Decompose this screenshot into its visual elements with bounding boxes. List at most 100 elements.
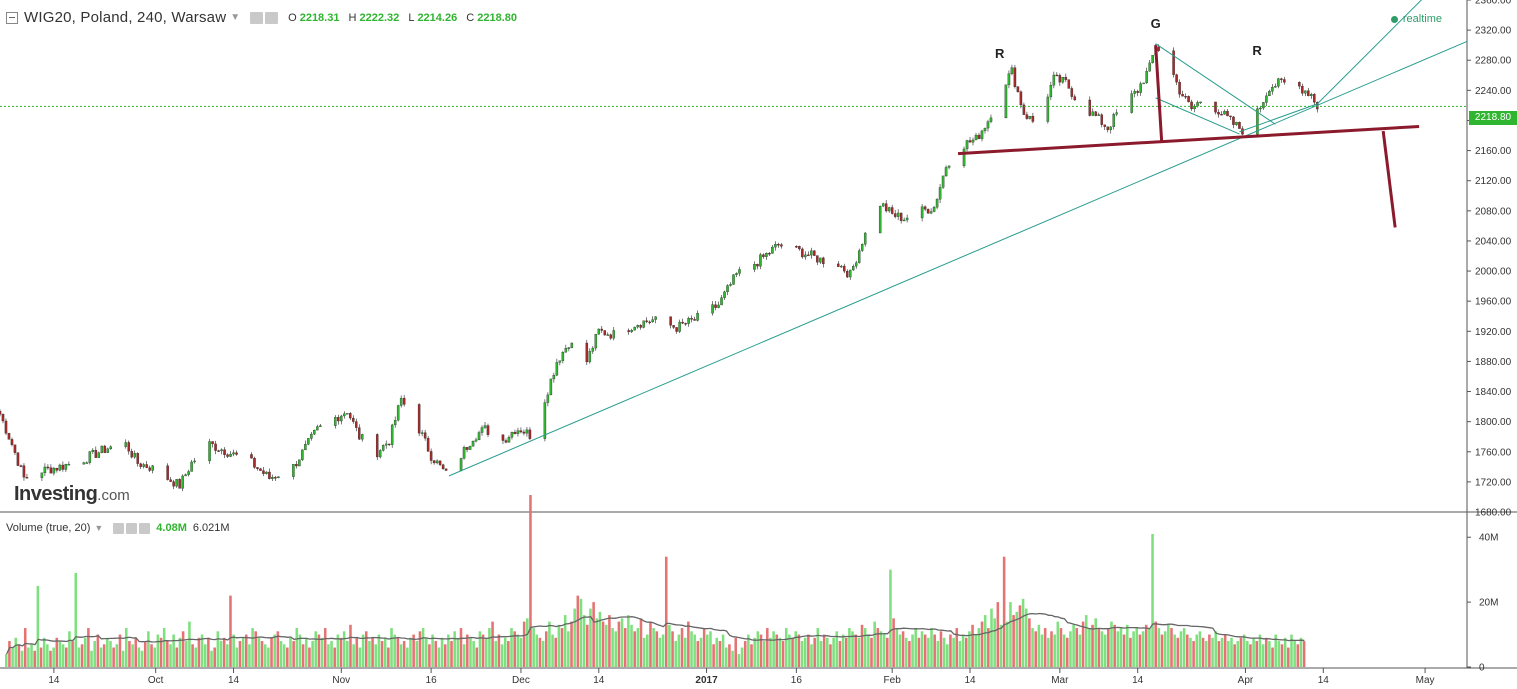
- candle-body: [13, 444, 17, 453]
- volume-bar: [374, 644, 378, 667]
- volume-bar: [784, 628, 788, 667]
- ohlc-low-key: L: [408, 11, 415, 24]
- candle-body: [97, 452, 101, 458]
- candle-body: [1313, 94, 1316, 103]
- volume-bar: [974, 634, 977, 667]
- candle-body: [1130, 93, 1133, 113]
- settings-icon[interactable]: [265, 11, 279, 24]
- candle-body: [753, 264, 756, 270]
- volume-bar: [131, 644, 134, 667]
- candle-body: [920, 206, 924, 219]
- volume-bar: [538, 637, 542, 667]
- ohlc-close-value: 2218.80: [477, 11, 517, 24]
- volume-bar: [156, 634, 160, 667]
- volume-bar: [402, 641, 406, 667]
- candle-body: [151, 465, 154, 471]
- volume-bar: [368, 641, 371, 667]
- candle-body: [142, 464, 145, 467]
- volume-bar: [876, 628, 880, 667]
- volume-bar: [1040, 634, 1044, 667]
- volume-bar: [503, 637, 507, 667]
- volume-bar: [942, 637, 946, 667]
- volume-bar: [1179, 631, 1183, 667]
- candle-body: [1049, 85, 1053, 98]
- candle-body: [253, 458, 256, 468]
- volume-bar: [977, 628, 981, 667]
- eye-icon[interactable]: [250, 11, 264, 24]
- candle-body: [693, 319, 696, 321]
- candle-body: [971, 139, 975, 143]
- volume-bar: [696, 641, 700, 667]
- candle-body: [816, 255, 819, 263]
- candle-body: [729, 284, 732, 286]
- volume-bar: [614, 631, 618, 667]
- candle-body: [1187, 96, 1190, 103]
- candle-body: [759, 254, 762, 267]
- volume-bar: [421, 628, 425, 667]
- volume-bar: [570, 621, 573, 667]
- volume-bar: [229, 595, 232, 667]
- volume-bar: [863, 628, 867, 667]
- wedge-lower-line: [1155, 97, 1240, 135]
- y-tick-label: 2240.00: [1475, 86, 1512, 97]
- volume-bar: [513, 631, 516, 667]
- candle-body: [1172, 50, 1175, 75]
- volume-settings-icon[interactable]: [126, 522, 138, 534]
- collapse-icon[interactable]: [6, 11, 18, 24]
- volume-bar: [339, 637, 343, 667]
- volume-bar: [1268, 641, 1271, 667]
- candle-body: [1268, 91, 1271, 97]
- volume-bar: [867, 634, 870, 667]
- candle-body: [319, 425, 322, 427]
- volume-bar: [576, 595, 580, 667]
- candle-body: [1022, 104, 1026, 115]
- volume-bar: [1290, 634, 1293, 667]
- volume-bar: [437, 647, 441, 667]
- candle-body: [771, 246, 774, 254]
- volume-bar: [693, 634, 696, 667]
- candle-body: [0, 411, 2, 415]
- volume-bar: [93, 641, 96, 667]
- volume-bar: [8, 641, 11, 667]
- candle-body: [1298, 82, 1301, 87]
- candle-body: [899, 212, 903, 221]
- ohlc-readout: O 2218.31 H 2222.32 L 2214.26 C 2218.80: [288, 12, 523, 24]
- candle-body: [1136, 91, 1139, 93]
- candle-body: [55, 467, 59, 471]
- volume-bar: [1012, 615, 1015, 667]
- volume-bar: [440, 637, 444, 667]
- candle-body: [82, 462, 86, 465]
- candle-body: [396, 405, 400, 421]
- chevron-down-icon[interactable]: ▼: [230, 12, 241, 23]
- volume-eye-icon[interactable]: [113, 522, 125, 534]
- volume-bar: [1050, 631, 1053, 667]
- candle-body: [145, 464, 148, 468]
- ohlc-open-key: O: [288, 11, 297, 24]
- candle-body: [974, 134, 978, 141]
- volume-bar: [191, 644, 194, 667]
- y-tick-label: 2320.00: [1475, 26, 1512, 37]
- candle-body: [932, 207, 936, 212]
- candle-body: [690, 318, 693, 320]
- volume-bar: [734, 637, 738, 667]
- volume-chevron-down-icon[interactable]: ▼: [94, 523, 104, 533]
- volume-bar: [908, 641, 911, 667]
- volume-bar: [207, 637, 210, 667]
- x-tick-label: May: [1416, 675, 1435, 686]
- volume-bar: [333, 647, 336, 667]
- candle-body: [259, 468, 262, 471]
- candle-body: [630, 330, 633, 333]
- candle-body: [863, 232, 867, 245]
- volume-bar: [1195, 634, 1199, 667]
- volume-bar: [5, 654, 8, 667]
- volume-bar: [1271, 647, 1274, 667]
- candle-body: [193, 460, 196, 463]
- candle-body: [265, 471, 268, 474]
- volume-bar: [797, 634, 801, 667]
- volume-bar: [1021, 598, 1025, 667]
- volume-close-icon[interactable]: [139, 522, 151, 534]
- volume-bar: [254, 631, 258, 667]
- candle-body: [798, 246, 801, 250]
